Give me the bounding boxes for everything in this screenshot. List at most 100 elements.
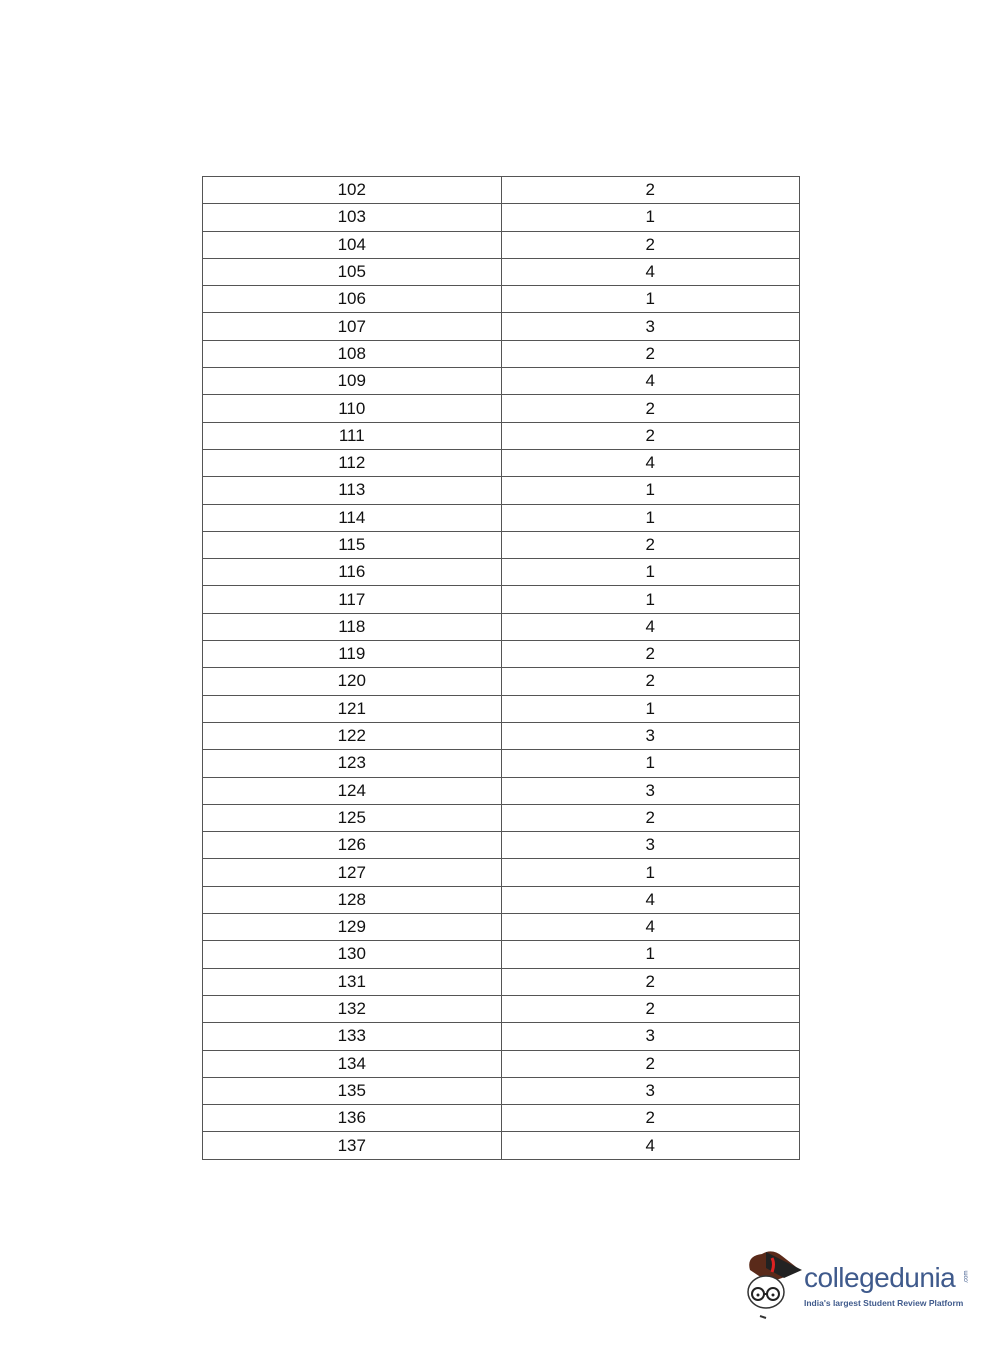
question-number-cell: 124 xyxy=(202,776,502,805)
table-row: 126 3 xyxy=(202,831,800,860)
table-row: 122 3 xyxy=(202,721,800,751)
mascot-icon xyxy=(747,1251,802,1319)
answer-cell: 1 xyxy=(500,694,800,723)
table-row: 127 1 xyxy=(202,858,800,887)
table-row: 133 3 xyxy=(202,1022,800,1051)
table-row: 134 2 xyxy=(202,1049,800,1078)
answer-cell: 4 xyxy=(500,448,800,478)
question-number-cell: 126 xyxy=(202,831,502,860)
question-number-cell: 128 xyxy=(202,885,502,915)
logo-wordmark: collegedunia xyxy=(804,1262,956,1293)
answer-cell: 1 xyxy=(500,749,800,778)
table-row: 136 2 xyxy=(202,1104,800,1133)
answer-cell: 4 xyxy=(500,612,800,642)
table-row: 137 4 xyxy=(202,1131,800,1160)
question-number-cell: 114 xyxy=(202,503,502,532)
answer-cell: 2 xyxy=(500,667,800,696)
collegedunia-logo: collegedunia .com India's largest Studen… xyxy=(742,1248,972,1323)
logo-tagline: India's largest Student Review Platform xyxy=(804,1298,964,1308)
table-row: 124 3 xyxy=(202,776,800,805)
table-row: 112 4 xyxy=(202,448,800,478)
answer-key-table: 102 2 103 1 104 2 105 4 106 1 107 3 108 2 109 4 110 2 111 2… xyxy=(202,175,800,1160)
answer-cell: 1 xyxy=(500,940,800,969)
question-number-cell: 130 xyxy=(202,940,502,969)
question-number-cell: 108 xyxy=(202,339,502,369)
answer-cell: 1 xyxy=(500,558,800,587)
table-row: 108 2 xyxy=(202,339,800,369)
answer-cell: 4 xyxy=(500,885,800,915)
question-number-cell: 110 xyxy=(202,394,502,423)
answer-cell: 3 xyxy=(500,312,800,341)
answer-cell: 2 xyxy=(500,339,800,369)
question-number-cell: 136 xyxy=(202,1104,502,1133)
answer-cell: 4 xyxy=(500,257,800,287)
table-row: 121 1 xyxy=(202,694,800,723)
question-number-cell: 131 xyxy=(202,967,502,996)
table-row: 102 2 xyxy=(202,175,800,205)
table-row: 116 1 xyxy=(202,558,800,587)
question-number-cell: 118 xyxy=(202,612,502,642)
table-row: 103 1 xyxy=(202,203,800,232)
question-number-cell: 123 xyxy=(202,749,502,778)
question-number-cell: 107 xyxy=(202,312,502,341)
answer-cell: 2 xyxy=(500,640,800,669)
answer-cell: 3 xyxy=(500,721,800,751)
table-row: 117 1 xyxy=(202,585,800,614)
answer-cell: 2 xyxy=(500,530,800,560)
question-number-cell: 120 xyxy=(202,667,502,696)
question-number-cell: 133 xyxy=(202,1022,502,1051)
table-row: 111 2 xyxy=(202,421,800,450)
question-number-cell: 127 xyxy=(202,858,502,887)
question-number-cell: 104 xyxy=(202,230,502,259)
answer-cell: 2 xyxy=(500,1104,800,1133)
question-number-cell: 105 xyxy=(202,257,502,287)
table-row: 106 1 xyxy=(202,285,800,314)
table-row: 113 1 xyxy=(202,476,800,505)
table-row: 109 4 xyxy=(202,367,800,396)
question-number-cell: 121 xyxy=(202,694,502,723)
answer-cell: 1 xyxy=(500,203,800,232)
question-number-cell: 115 xyxy=(202,530,502,560)
table-row: 118 4 xyxy=(202,612,800,642)
question-number-cell: 102 xyxy=(202,175,502,205)
answer-cell: 2 xyxy=(500,230,800,259)
answer-cell: 1 xyxy=(500,858,800,887)
answer-cell: 2 xyxy=(500,994,800,1024)
question-number-cell: 109 xyxy=(202,367,502,396)
answer-cell: 3 xyxy=(500,1022,800,1051)
table-row: 123 1 xyxy=(202,749,800,778)
logo-suffix: .com xyxy=(963,1270,970,1284)
answer-cell: 2 xyxy=(500,803,800,833)
answer-cell: 4 xyxy=(500,913,800,942)
table-row: 107 3 xyxy=(202,312,800,341)
question-number-cell: 137 xyxy=(202,1131,502,1160)
question-number-cell: 125 xyxy=(202,803,502,833)
answer-cell: 3 xyxy=(500,776,800,805)
table-row: 120 2 xyxy=(202,667,800,696)
answer-cell: 2 xyxy=(500,175,800,205)
answer-cell: 4 xyxy=(500,1131,800,1160)
question-number-cell: 119 xyxy=(202,640,502,669)
question-number-cell: 132 xyxy=(202,994,502,1024)
table-row: 125 2 xyxy=(202,803,800,833)
answer-cell: 1 xyxy=(500,476,800,505)
question-number-cell: 135 xyxy=(202,1076,502,1106)
question-number-cell: 113 xyxy=(202,476,502,505)
answer-cell: 3 xyxy=(500,1076,800,1106)
answer-cell: 2 xyxy=(500,394,800,423)
table-row: 110 2 xyxy=(202,394,800,423)
answer-cell: 4 xyxy=(500,367,800,396)
question-number-cell: 134 xyxy=(202,1049,502,1078)
table-row: 129 4 xyxy=(202,913,800,942)
question-number-cell: 129 xyxy=(202,913,502,942)
table-row: 119 2 xyxy=(202,640,800,669)
table-row: 130 1 xyxy=(202,940,800,969)
answer-cell: 1 xyxy=(500,285,800,314)
table-row: 132 2 xyxy=(202,994,800,1024)
question-number-cell: 116 xyxy=(202,558,502,587)
question-number-cell: 122 xyxy=(202,721,502,751)
question-number-cell: 103 xyxy=(202,203,502,232)
answer-cell: 2 xyxy=(500,421,800,450)
question-number-cell: 112 xyxy=(202,448,502,478)
table-row: 135 3 xyxy=(202,1076,800,1106)
